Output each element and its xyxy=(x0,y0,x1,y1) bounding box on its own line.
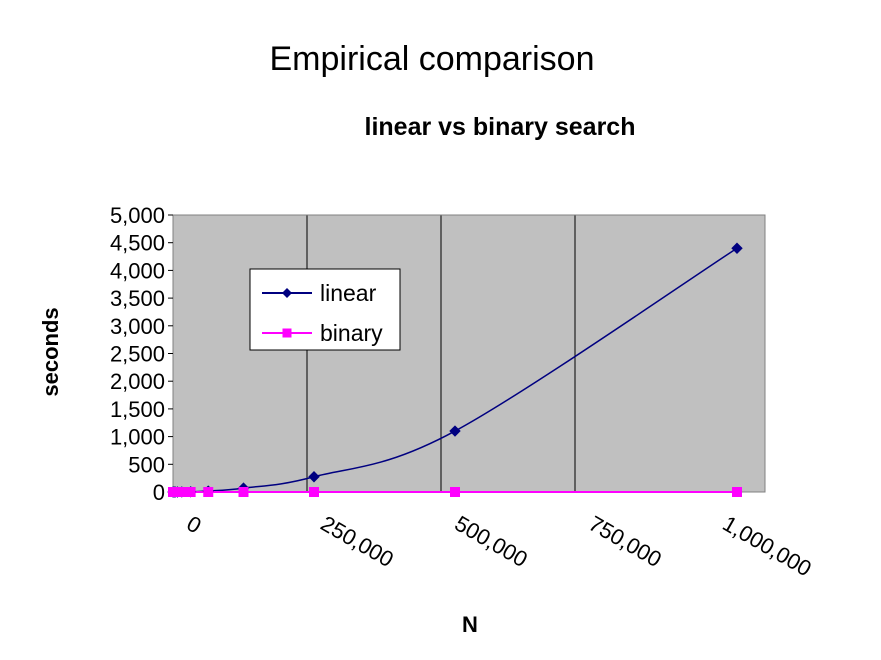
marker-layer xyxy=(167,242,743,498)
x-tick-label: 500,000 xyxy=(451,511,532,572)
y-tick-label: 1,000 xyxy=(110,425,165,450)
page-title: Empirical comparison xyxy=(269,40,595,78)
gridlines xyxy=(306,215,576,492)
y-tick-label: 4,000 xyxy=(110,258,165,283)
legend-label-linear: linear xyxy=(320,280,377,306)
y-tick-label: 3,000 xyxy=(110,314,165,339)
legend-label-binary: binary xyxy=(320,320,383,346)
y-tick-label: 4,500 xyxy=(110,231,165,256)
binary-marker xyxy=(309,487,319,497)
x-axis-title: N xyxy=(462,612,478,637)
plot-area xyxy=(173,215,765,492)
binary-marker xyxy=(238,487,249,497)
binary-marker xyxy=(185,487,196,497)
binary-marker xyxy=(176,487,187,497)
y-tick-label: 1,500 xyxy=(110,397,165,422)
y-tick-label: 500 xyxy=(128,452,165,477)
legend-box xyxy=(249,268,401,351)
y-axis-title: seconds xyxy=(38,307,63,396)
binary-marker xyxy=(203,487,214,497)
chart-title: linear vs binary search xyxy=(364,113,636,141)
linear-marker xyxy=(731,242,743,254)
y-tick-label: 2,500 xyxy=(110,342,165,367)
y-tick-label: 2,000 xyxy=(110,369,165,394)
legend-marker-linear xyxy=(282,288,292,298)
x-tick-label: 250,000 xyxy=(317,511,398,572)
x-axis-ticks: 0 250,000 500,000 750,000 1,000,000 xyxy=(183,511,816,582)
x-tick-label: 1,000,000 xyxy=(719,511,816,582)
legend[interactable]: linear binary xyxy=(249,268,401,351)
linear-marker xyxy=(449,425,461,437)
linear-marker xyxy=(308,471,320,483)
y-tick-label: 5,000 xyxy=(110,203,165,228)
y-tick-label: 3,500 xyxy=(110,286,165,311)
x-tick-label: 750,000 xyxy=(585,511,666,572)
binary-marker xyxy=(450,487,460,497)
legend-marker-binary xyxy=(282,328,292,338)
x-tick-label: 0 xyxy=(183,511,206,539)
y-tick-label: 0 xyxy=(153,480,165,505)
binary-marker xyxy=(732,487,742,497)
